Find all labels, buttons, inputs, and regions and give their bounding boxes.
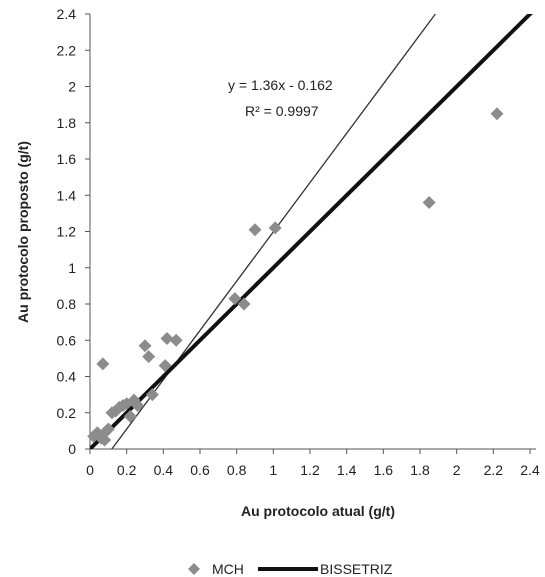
data-point-mch bbox=[169, 333, 183, 347]
data-point-mch bbox=[237, 297, 251, 311]
data-point-mch bbox=[138, 339, 152, 353]
x-tick-label: 2 bbox=[453, 462, 461, 478]
y-tick-label: 2 bbox=[68, 79, 76, 95]
x-tick-label: 1.6 bbox=[374, 462, 394, 478]
x-tick-label: 0.8 bbox=[227, 462, 247, 478]
y-axis-title: Au protocolo proposto (g/t) bbox=[15, 141, 31, 323]
bissetriz-line bbox=[90, 14, 533, 449]
x-tick-label: 0.4 bbox=[154, 462, 174, 478]
data-point-mch bbox=[98, 433, 112, 447]
x-axis-title: Au protocolo atual (g/t) bbox=[241, 503, 395, 519]
x-tick-label: 1.8 bbox=[410, 462, 430, 478]
x-tick-label: 0.2 bbox=[117, 462, 137, 478]
data-point-mch bbox=[228, 292, 242, 306]
chart-lines bbox=[90, 14, 533, 449]
data-point-mch bbox=[158, 359, 172, 373]
y-tick-label: 1.8 bbox=[57, 115, 77, 131]
legend: MCH BISSETRIZ bbox=[188, 561, 393, 577]
data-point-mch bbox=[123, 409, 137, 423]
trendline-r-squared: R² = 0.9997 bbox=[245, 103, 319, 119]
data-point-mch bbox=[248, 223, 262, 237]
y-tick-label: 0 bbox=[68, 441, 76, 457]
data-point-mch bbox=[160, 331, 174, 345]
data-point-mch bbox=[120, 397, 134, 411]
y-tick-label: 1.4 bbox=[57, 187, 77, 203]
data-point-mch bbox=[145, 388, 159, 402]
data-point-mch bbox=[131, 399, 145, 412]
y-tick-label: 0.4 bbox=[57, 369, 77, 385]
y-tick-label: 1.6 bbox=[57, 151, 77, 167]
y-axis-ticks: 0 0.2 0.4 0.6 0.8 1 1.2 1.4 1.6 1.8 2 2.2 2.4 bbox=[57, 6, 90, 457]
x-tick-label: 2.4 bbox=[520, 462, 540, 478]
x-axis-ticks: 0 0.2 0.4 0.6 0.8 1 1.2 1.4 1.6 1.8 2 2.2 2.4 bbox=[86, 449, 540, 478]
y-tick-label: 2.4 bbox=[57, 6, 77, 22]
chart-points bbox=[87, 107, 504, 447]
data-point-mch bbox=[101, 422, 115, 436]
legend-bissetriz-label: BISSETRIZ bbox=[320, 561, 393, 577]
data-point-mch bbox=[490, 107, 504, 121]
x-tick-label: 1.2 bbox=[300, 462, 320, 478]
data-point-mch bbox=[142, 350, 156, 364]
x-tick-label: 0 bbox=[86, 462, 94, 478]
data-point-mch bbox=[422, 196, 436, 209]
y-tick-label: 0.8 bbox=[57, 296, 77, 312]
y-tick-label: 0.2 bbox=[57, 405, 77, 421]
data-point-mch bbox=[96, 357, 110, 371]
y-tick-label: 1 bbox=[68, 260, 76, 276]
x-tick-label: 1 bbox=[269, 462, 277, 478]
y-tick-label: 1.2 bbox=[57, 224, 77, 240]
x-tick-label: 2.2 bbox=[484, 462, 504, 478]
y-tick-label: 0.6 bbox=[57, 332, 77, 348]
x-tick-label: 1.4 bbox=[337, 462, 357, 478]
y-tick-label: 2.2 bbox=[57, 42, 77, 58]
trendline-equation: y = 1.36x - 0.162 bbox=[228, 77, 333, 93]
x-tick-label: 0.6 bbox=[190, 462, 210, 478]
legend-mch-marker bbox=[188, 563, 200, 575]
legend-mch-label: MCH bbox=[212, 561, 244, 577]
data-point-mch bbox=[268, 221, 282, 235]
